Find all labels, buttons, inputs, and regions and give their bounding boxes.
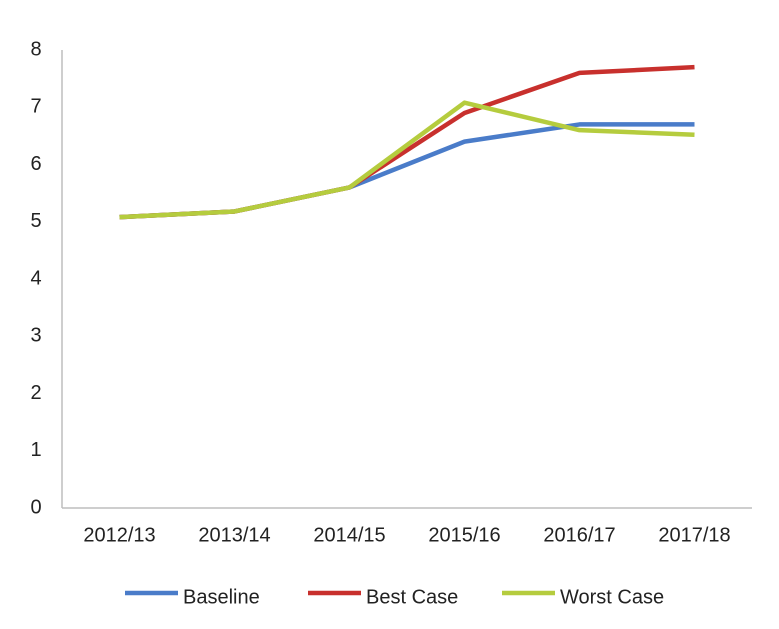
legend-label: Worst Case [560, 586, 664, 608]
y-tick-label: 2 [30, 382, 41, 404]
y-tick-label: 3 [30, 325, 41, 347]
y-tick-label: 1 [30, 439, 41, 461]
series-line [119, 64, 695, 220]
y-tick-label: 5 [30, 210, 41, 232]
x-tick-label: 2017/18 [658, 524, 730, 546]
series-line [119, 100, 695, 220]
y-tick-label: 7 [30, 96, 41, 118]
y-tick-label: 0 [30, 496, 41, 518]
x-tick-label: 2014/15 [313, 524, 385, 546]
y-tick-label: 6 [30, 153, 41, 175]
series-line [119, 122, 695, 220]
x-tick-label: 2013/14 [198, 524, 270, 546]
legend-label: Best Case [366, 586, 458, 608]
legend-label: Baseline [183, 586, 260, 608]
y-tick-label: 4 [30, 267, 41, 289]
x-tick-label: 2015/16 [428, 524, 500, 546]
x-tick-label: 2012/13 [83, 524, 155, 546]
x-tick-label: 2016/17 [543, 524, 615, 546]
y-tick-label: 8 [30, 38, 41, 60]
